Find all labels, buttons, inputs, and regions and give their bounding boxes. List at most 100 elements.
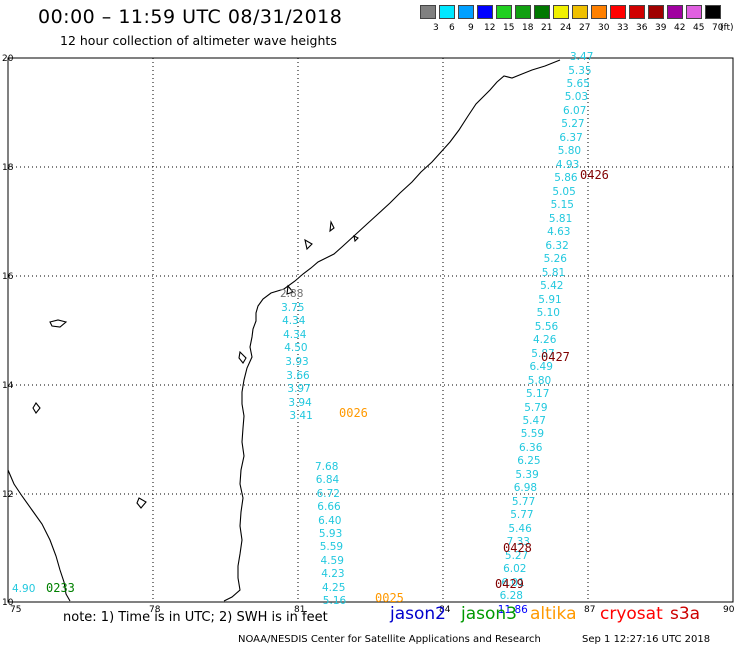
island-3 [136,497,147,509]
legend-swatch [667,5,683,19]
coastline [7,59,561,602]
wave-height-value: 4.90 [12,583,36,595]
units-note: note: 1) Time is in UTC; 2) SWH is in fe… [63,610,328,625]
wave-height-value: 6.07 [563,104,587,117]
x-tick-label: 90 [723,605,735,615]
footer-timestamp: Sep 1 12:27:16 UTC 2018 [582,634,711,645]
map-subtitle: 12 hour collection of altimeter wave hei… [60,33,337,48]
wave-height-value: 5.27 [561,118,585,131]
legend-unit: (ft) [720,23,734,33]
legend-label: 39 [655,23,667,33]
wave-height-value: 11.86 [497,603,528,616]
wave-height-value: 5.35 [568,64,592,77]
wave-height-value: 5.79 [524,401,548,414]
legend-swatch [477,5,493,19]
legend-swatch [553,5,569,19]
satellite-legend-item: altika [530,604,577,624]
wave-height-value: 4.34 [283,328,307,341]
sri-lanka-coastline [7,469,71,602]
wave-height-value: 4.34 [282,315,306,328]
island-7 [353,235,359,243]
legend-label: 9 [468,23,474,33]
wave-height-value: 5.81 [541,266,566,279]
legend-swatch [648,5,664,19]
wave-height-value: 5.77 [511,495,536,508]
wave-height-value: 6.40 [318,514,342,527]
island-4 [238,350,247,364]
wave-height-value: 3.66 [286,369,310,382]
wave-height-value: 6.25 [517,455,541,468]
legend-label: 30 [598,23,610,33]
wave-height-value: 4.59 [320,554,344,567]
wave-height-value: 5.93 [318,528,343,540]
wave-height-value: 5.26 [543,253,567,266]
wave-height-value: 5.80 [527,374,552,387]
wave-height-value: 5.65 [566,78,590,90]
legend-swatch [439,5,455,19]
wave-height-value: 5.59 [520,428,545,441]
legend-label: 3 [433,23,439,33]
wave-height-value: 6.66 [317,501,341,514]
lat-lon-grid [8,58,733,602]
pass-time-label: 0025 [375,591,404,605]
y-tick-label: 20 [2,54,14,64]
wave-height-value: 5.46 [508,522,532,535]
pass-time-label: 0429 [495,577,524,591]
map-border [7,57,734,603]
wave-height-value: 6.84 [315,474,340,487]
island-1 [49,319,68,328]
pass-time-label: 0428 [503,541,532,555]
legend-swatch [591,5,607,19]
island-6 [329,220,335,233]
legend-swatch [705,5,721,19]
legend-swatch [610,5,626,19]
legend-label: 24 [560,23,572,33]
satellite-legend-item: s3a [670,604,701,624]
wave-height-value: 3.97 [287,383,311,396]
y-tick-label: 18 [2,163,14,173]
map-title: 00:00 – 11:59 UTC 08/31/2018 [38,6,343,28]
island-2 [32,402,41,414]
wave-height-value: 3.75 [281,301,305,314]
wave-height-value: 6.02 [503,563,527,576]
pass-time-label: 0426 [580,168,609,182]
pass-time-label: 0026 [339,406,368,420]
legend-label: 27 [579,23,591,33]
legend-swatch [420,5,436,19]
legend-swatch [534,5,550,19]
legend-swatch [572,5,588,19]
wave-height-value: 5.42 [540,280,564,293]
wave-height-value: 6.28 [499,590,523,603]
wave-height-value: 2.88 [280,288,304,300]
wave-height-value: 4.23 [321,568,345,581]
wave-height-value: 5.17 [526,388,550,400]
island-5 [304,238,313,251]
wave-height-value: 7.33 [506,536,530,549]
wave-height-value: 3.41 [289,410,313,423]
wave-height-value: 5.87 [531,347,555,360]
wave-height-value: 6.72 [316,487,340,500]
wave-height-value: 4.25 [322,581,346,594]
wave-height-value: 4.93 [555,158,580,171]
x-tick-label: 84 [439,605,451,615]
wave-height-value: 4.26 [533,334,557,347]
legend-label: 18 [522,23,534,33]
wave-height-value: 3.47 [570,51,594,63]
wave-height-value: 3.94 [288,396,312,409]
satellite-legend-item: jason2 [390,604,446,624]
wave-height-value: 5.91 [538,293,562,306]
wave-height-value: 5.27 [504,549,529,562]
legend-swatch [686,5,702,19]
wave-height-value: 5.80 [557,145,582,158]
y-tick-label: 10 [2,598,14,608]
wave-height-value: 5.56 [534,320,559,333]
legend-label: 6 [449,23,455,33]
wave-height-value: 6.49 [529,361,553,373]
wave-height-value: 5.03 [564,91,589,104]
legend-label: 36 [636,23,648,33]
wave-height-value: 6.37 [559,131,583,144]
pass-time-label: 0233 [46,581,75,595]
satellite-legend-item: cryosat [600,604,663,624]
y-axis-ticks: 20 18 16 14 12 10 [2,54,14,608]
wave-height-value: 5.10 [536,307,560,320]
